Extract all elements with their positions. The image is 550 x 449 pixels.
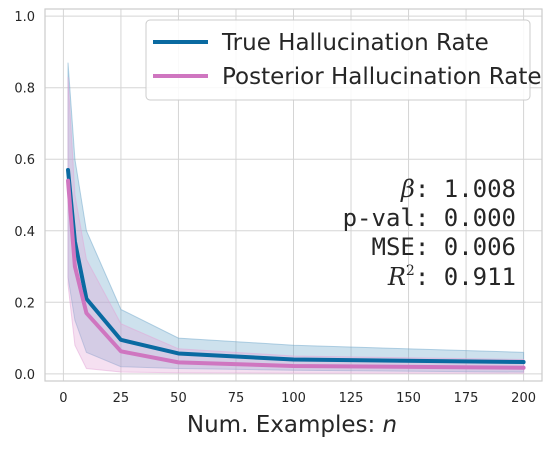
r2-annotation: R2: 0.911 [387, 263, 516, 291]
stats-annotation: β: 1.008 p-val: 0.000 MSE: 0.006 R2: 0.9… [343, 175, 516, 291]
series-line-1 [66, 178, 526, 370]
series-line-0 [66, 167, 526, 365]
x-tick-label: 175 [454, 391, 479, 406]
pval-annotation: p-val: 0.000 [343, 204, 516, 232]
mse-annotation: MSE: 0.006 [372, 233, 517, 261]
y-tick-label: 0.2 [14, 296, 35, 311]
y-tick-label: 0.8 [14, 82, 35, 97]
x-tick-label: 100 [281, 391, 306, 406]
x-axis-label: Num. Examples: n [187, 412, 397, 438]
x-tick-label: 75 [228, 391, 245, 406]
plot-frame [44, 8, 543, 382]
y-tick-label: 0.4 [14, 225, 35, 240]
x-tick-label: 150 [396, 391, 421, 406]
legend-label-posterior: Posterior Hallucination Rate [222, 64, 542, 90]
x-tick-label: 25 [113, 391, 130, 406]
y-tick-label: 0.6 [14, 153, 35, 168]
x-tick-label: 200 [511, 391, 536, 406]
x-tick-label: 0 [59, 391, 67, 406]
y-tick-label: 1.0 [14, 10, 35, 25]
x-tick-labels: 0 25 50 75 100 125 150 175 200 [59, 391, 536, 406]
legend-box [145, 19, 531, 101]
beta-annotation: β: 1.008 [400, 175, 516, 203]
series-lines [66, 167, 526, 370]
y-tick-label: 0.0 [14, 368, 35, 383]
legend: True Hallucination Rate Posterior Halluc… [145, 19, 542, 101]
x-tick-label: 50 [170, 391, 187, 406]
x-tick-label: 125 [339, 391, 364, 406]
y-tick-labels: 0.0 0.2 0.4 0.6 0.8 1.0 [14, 10, 35, 383]
legend-label-true: True Hallucination Rate [221, 30, 489, 56]
